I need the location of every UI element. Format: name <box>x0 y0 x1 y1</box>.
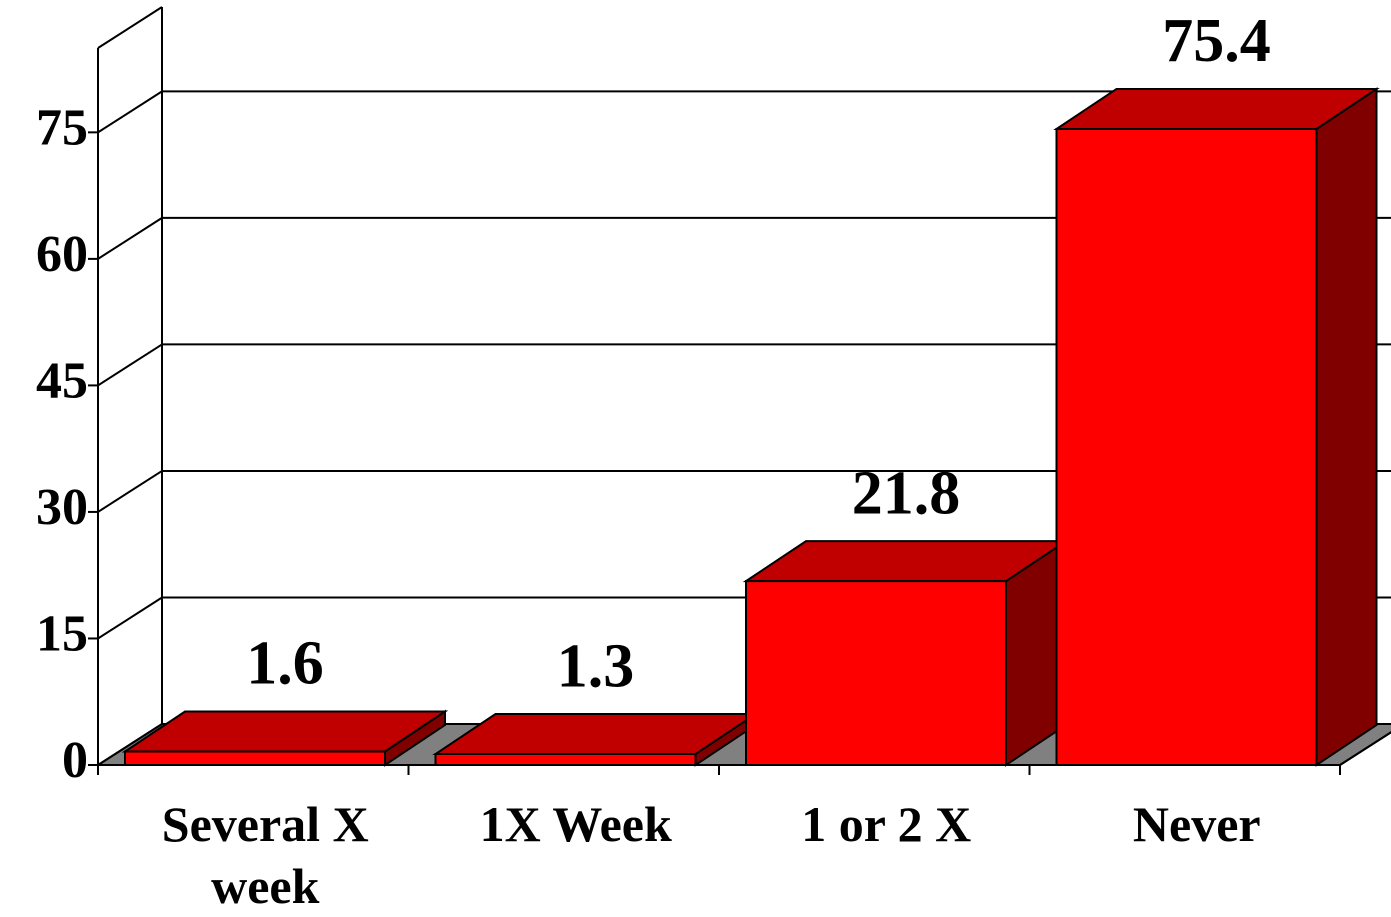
bar-front <box>745 580 1007 766</box>
bar <box>742 539 1070 767</box>
bar-front <box>1055 127 1318 766</box>
bar <box>121 709 449 767</box>
y-tick-label: 60 <box>36 226 88 283</box>
bar-front <box>434 753 697 766</box>
y-tick-label: 75 <box>36 99 88 156</box>
y-tick-label: 15 <box>36 605 88 662</box>
y-tick-label: 0 <box>62 732 88 789</box>
bar <box>432 712 759 767</box>
floor-right-edge <box>1339 731 1391 766</box>
x-tick-label: 1X Week <box>479 796 672 852</box>
x-tick-label: 1 or 2 X <box>801 796 972 852</box>
y-tick-label: 30 <box>36 479 88 536</box>
grid-line <box>97 217 163 260</box>
value-label: 1.6 <box>246 630 324 698</box>
bar-side <box>1315 87 1378 767</box>
value-label: 1.3 <box>557 632 635 700</box>
value-label: 21.8 <box>852 459 961 527</box>
grid-line <box>97 723 163 766</box>
x-tick-label: Never <box>1132 796 1261 852</box>
grid-line <box>97 90 163 134</box>
side-wall-top <box>97 6 163 49</box>
bar <box>1053 87 1380 767</box>
x-tick-label: Several X week <box>161 796 369 914</box>
grid-line <box>97 470 163 513</box>
value-label: 75.4 <box>1162 7 1271 75</box>
grid-line <box>97 343 163 387</box>
y-tick-label: 45 <box>36 352 88 409</box>
grid-line <box>97 596 163 640</box>
bar-front <box>124 750 386 766</box>
